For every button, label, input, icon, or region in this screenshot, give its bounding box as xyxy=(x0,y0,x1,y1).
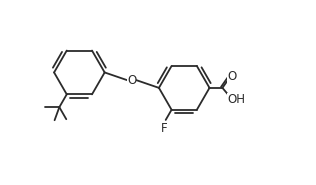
Text: O: O xyxy=(127,74,137,87)
Text: O: O xyxy=(228,70,237,83)
Text: F: F xyxy=(161,122,167,135)
Text: OH: OH xyxy=(227,92,245,105)
